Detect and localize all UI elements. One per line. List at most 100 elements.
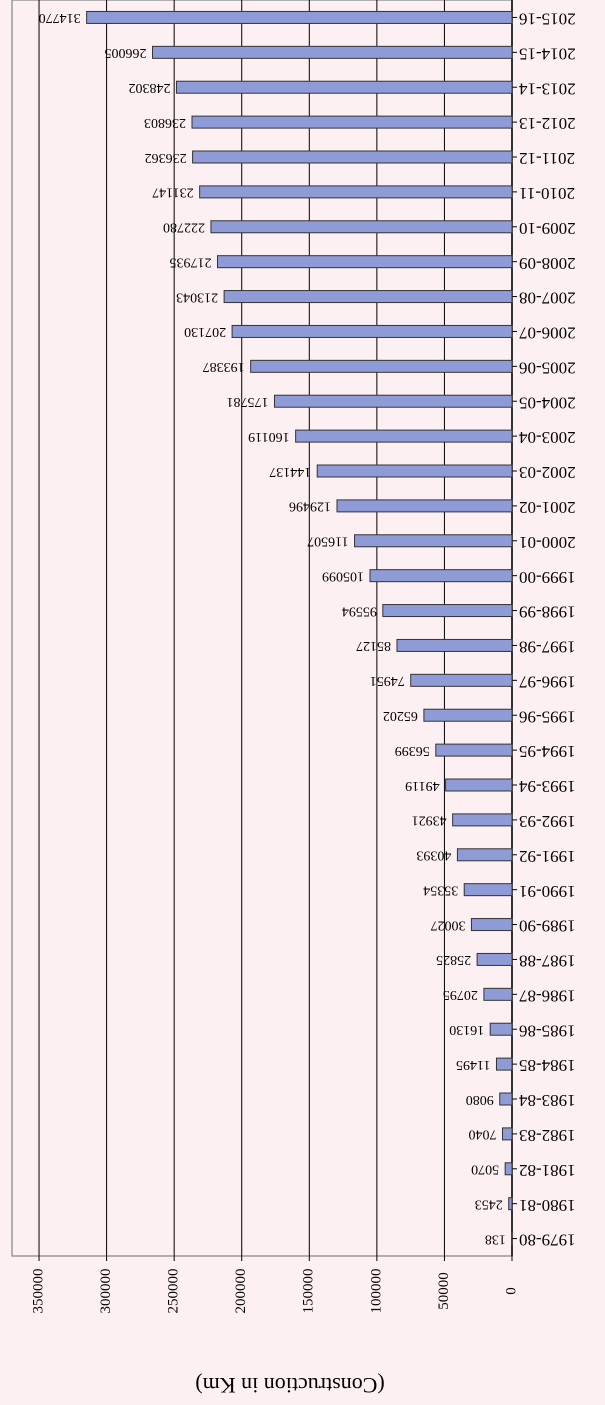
bar: [199, 185, 513, 199]
value-label: 49119: [405, 778, 439, 793]
y-tick-label: 2005-06: [519, 358, 576, 377]
x-tick-label: 100000: [368, 1269, 384, 1314]
value-label: 116507: [307, 534, 348, 549]
bar: [86, 10, 513, 24]
y-tick-label: 1986-87: [519, 986, 576, 1005]
bar: [508, 1197, 513, 1211]
value-label: 231147: [152, 185, 193, 200]
value-label: 129496: [289, 499, 331, 514]
value-label: 266005: [105, 45, 147, 60]
axis-title: (Construction in Km): [195, 1373, 384, 1398]
bar: [470, 918, 513, 932]
value-label: 40393: [416, 848, 451, 863]
y-tick-label: 2015-16: [519, 10, 576, 29]
y-tick-label: 2010-11: [519, 184, 575, 203]
bar: [223, 290, 513, 304]
bar: [273, 394, 513, 408]
y-tick-label: 2002-03: [519, 463, 576, 482]
y-tick-label: 2000-01: [519, 533, 576, 552]
y-tick-label: 1985-86: [519, 1021, 576, 1040]
y-tick-label: 1983-84: [519, 1091, 576, 1110]
y-tick-label: 1980-81: [519, 1196, 576, 1215]
value-label: 175781: [226, 394, 268, 409]
y-tick-label: 1994-95: [519, 742, 576, 761]
bar: [152, 45, 513, 59]
value-label: 222780: [163, 220, 205, 235]
y-tick-label: 2014-15: [519, 44, 576, 63]
bar: [501, 1127, 513, 1141]
y-tick-label: 2009-10: [519, 219, 576, 238]
y-tick-label: 2001-02: [519, 498, 576, 517]
value-label: 35354: [423, 882, 458, 897]
value-label: 193387: [203, 359, 245, 374]
bar: [396, 638, 513, 652]
bar: [231, 324, 513, 338]
bar: [452, 813, 513, 827]
value-label: 236362: [145, 150, 187, 165]
y-tick-label: 2008-09: [519, 254, 576, 273]
y-tick-label: 1997-98: [519, 638, 576, 657]
bar: [499, 1092, 513, 1106]
bar: [354, 534, 513, 548]
value-label: 16130: [449, 1022, 484, 1037]
bar: [250, 359, 513, 373]
bar: [423, 708, 513, 722]
value-label: 56399: [395, 743, 430, 758]
value-label: 7040: [468, 1127, 496, 1142]
y-tick-label: 1996-97: [519, 672, 576, 691]
y-tick-label: 1979-80: [519, 1231, 576, 1250]
value-label: 74951: [370, 673, 405, 688]
bar: [463, 883, 513, 897]
bar: [476, 952, 513, 966]
value-label: 30027: [430, 917, 465, 932]
value-label: 160119: [248, 429, 289, 444]
value-label: 2453: [475, 1196, 503, 1211]
y-tick-label: 2007-08: [519, 289, 576, 308]
bar: [295, 429, 513, 443]
y-tick-label: 1987-88: [519, 952, 576, 971]
value-label: 236803: [144, 115, 186, 130]
y-tick-label: 2004-05: [519, 393, 576, 412]
value-label: 105099: [322, 568, 364, 583]
x-tick-label: 150000: [301, 1269, 317, 1314]
value-label: 207130: [184, 324, 226, 339]
y-tick-label: 1998-99: [519, 603, 576, 622]
value-label: 11495: [456, 1057, 490, 1072]
bar: [382, 604, 513, 618]
bar: [369, 569, 513, 583]
y-tick-label: 2012-13: [519, 114, 576, 133]
y-tick-label: 1992-93: [519, 812, 576, 831]
bar: [192, 150, 513, 164]
rotated-chart: (Construction in Km) 0 50000 100000 150000 2…: [11, 0, 576, 1398]
value-label: 314770: [39, 10, 81, 25]
value-label: 248302: [128, 80, 170, 95]
bar: [456, 848, 513, 862]
x-tick-label: 200000: [233, 1269, 249, 1314]
bar: [210, 220, 513, 234]
x-tick-label: 0: [503, 1287, 519, 1295]
value-label: 85127: [356, 638, 391, 653]
value-label: 43921: [412, 813, 447, 828]
value-label: 20795: [443, 987, 478, 1002]
bar: [483, 987, 513, 1001]
bar: [316, 464, 513, 478]
y-tick-label: 2013-14: [519, 79, 576, 98]
value-label: 138: [485, 1231, 506, 1246]
bar: [435, 743, 513, 757]
y-tick-label: 2003-04: [519, 428, 576, 447]
bar: [504, 1162, 513, 1176]
bar: [191, 115, 513, 129]
value-label: 5070: [471, 1162, 499, 1177]
bar: [489, 1022, 513, 1036]
y-tick-label: 1981-82: [519, 1161, 576, 1180]
value-label: 25825: [436, 952, 471, 967]
bar: [216, 255, 513, 269]
value-label: 95594: [342, 603, 377, 618]
y-tick-label: 1982-83: [519, 1126, 576, 1145]
x-tick-label: 300000: [98, 1269, 114, 1314]
y-tick-label: 1990-91: [519, 882, 576, 901]
bar: [336, 499, 513, 513]
value-label: 217935: [169, 254, 211, 269]
